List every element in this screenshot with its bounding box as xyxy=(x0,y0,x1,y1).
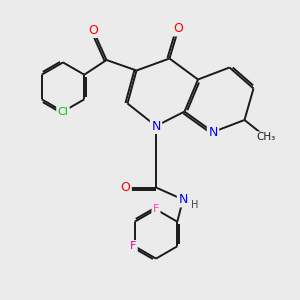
Text: F: F xyxy=(130,241,136,251)
Text: CH₃: CH₃ xyxy=(257,132,276,142)
Text: H: H xyxy=(191,200,199,211)
Text: O: O xyxy=(174,22,183,35)
Text: O: O xyxy=(121,181,130,194)
Text: N: N xyxy=(151,119,161,133)
Text: N: N xyxy=(178,193,188,206)
Text: Cl: Cl xyxy=(58,106,68,117)
Text: F: F xyxy=(153,204,159,214)
Text: N: N xyxy=(208,125,218,139)
Text: O: O xyxy=(88,23,98,37)
